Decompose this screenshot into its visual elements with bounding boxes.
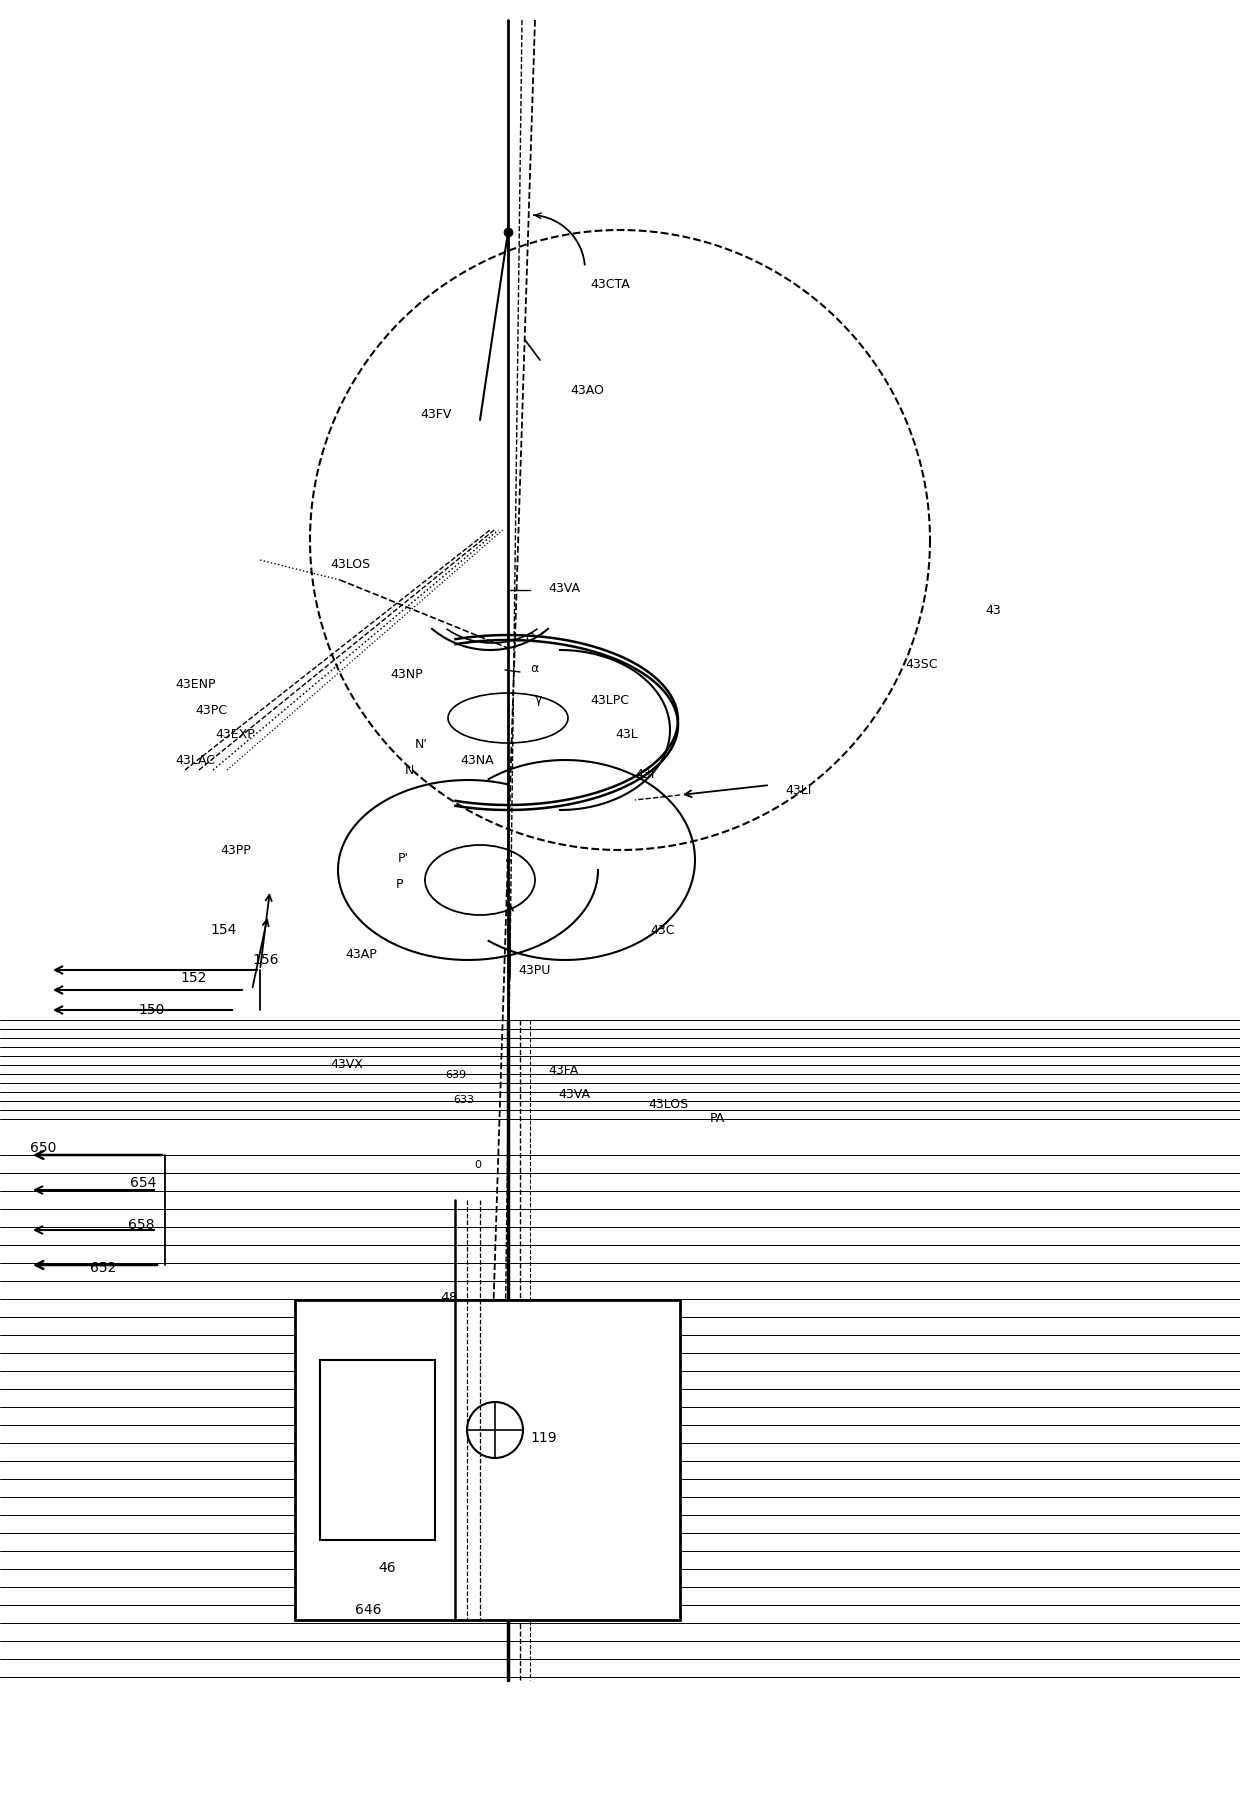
Text: 43EXP: 43EXP bbox=[215, 729, 254, 742]
Text: 43I: 43I bbox=[635, 769, 655, 781]
Text: 43: 43 bbox=[985, 603, 1001, 616]
Text: 48: 48 bbox=[440, 1291, 458, 1306]
Text: 43LOS: 43LOS bbox=[330, 559, 370, 571]
Text: γ: γ bbox=[534, 693, 543, 706]
Text: 43L: 43L bbox=[615, 729, 637, 742]
Text: 43SC: 43SC bbox=[905, 659, 937, 672]
Bar bbox=[296, 1300, 680, 1618]
Text: N: N bbox=[405, 763, 414, 776]
Text: 0: 0 bbox=[474, 1160, 481, 1169]
Text: 154: 154 bbox=[210, 923, 237, 938]
Text: 43NP: 43NP bbox=[391, 668, 423, 681]
Text: 646: 646 bbox=[355, 1604, 382, 1616]
Text: 43ENP: 43ENP bbox=[175, 679, 216, 691]
Text: P: P bbox=[396, 878, 403, 891]
Text: 150: 150 bbox=[138, 1002, 165, 1017]
Text: 43PP: 43PP bbox=[219, 844, 250, 857]
Bar bbox=[295, 1300, 680, 1620]
Text: 43AP: 43AP bbox=[345, 948, 377, 961]
Text: 43PU: 43PU bbox=[518, 963, 551, 977]
Text: 46: 46 bbox=[378, 1561, 396, 1575]
Text: 43FA: 43FA bbox=[548, 1063, 578, 1076]
Text: 43FV: 43FV bbox=[420, 408, 453, 422]
Text: 43C: 43C bbox=[650, 923, 675, 936]
Text: C: C bbox=[525, 632, 533, 645]
Text: 650: 650 bbox=[30, 1140, 56, 1155]
Text: 43LAC: 43LAC bbox=[175, 754, 215, 767]
Text: 43LI: 43LI bbox=[785, 783, 811, 796]
Text: 119: 119 bbox=[529, 1431, 557, 1446]
Text: 43LPC: 43LPC bbox=[590, 693, 629, 706]
Text: 43VA: 43VA bbox=[558, 1088, 590, 1101]
Text: 43VA: 43VA bbox=[548, 582, 580, 594]
Text: 658: 658 bbox=[128, 1218, 155, 1232]
Text: 639: 639 bbox=[445, 1070, 466, 1079]
Text: 43LOS: 43LOS bbox=[649, 1099, 688, 1112]
Text: 152: 152 bbox=[180, 972, 206, 984]
Text: α: α bbox=[529, 661, 538, 675]
Bar bbox=[320, 1360, 435, 1539]
Text: P': P' bbox=[398, 851, 409, 864]
Text: 633: 633 bbox=[453, 1096, 474, 1105]
Text: 156: 156 bbox=[252, 954, 279, 966]
Text: 43NA: 43NA bbox=[460, 754, 494, 767]
Text: 43VX: 43VX bbox=[330, 1058, 363, 1072]
Text: 652: 652 bbox=[91, 1261, 117, 1275]
Text: 43CTA: 43CTA bbox=[590, 278, 630, 291]
Text: 43AO: 43AO bbox=[570, 384, 604, 397]
Text: PA: PA bbox=[711, 1112, 725, 1124]
Text: 654: 654 bbox=[130, 1176, 156, 1191]
Text: 43PC: 43PC bbox=[195, 704, 227, 717]
Text: N': N' bbox=[415, 738, 428, 751]
